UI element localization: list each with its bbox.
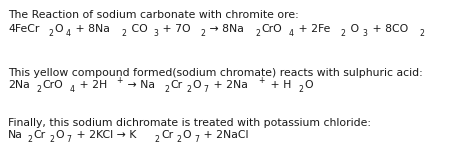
Text: +: + bbox=[259, 76, 265, 85]
Text: 2: 2 bbox=[36, 85, 41, 94]
Text: 2: 2 bbox=[121, 29, 126, 38]
Text: 2Na: 2Na bbox=[8, 80, 30, 90]
Text: O: O bbox=[305, 80, 313, 90]
Text: O: O bbox=[192, 80, 201, 90]
Text: 7: 7 bbox=[203, 85, 209, 94]
Text: This yellow compound formed(sodium chromate) reacts with sulphuric acid:: This yellow compound formed(sodium chrom… bbox=[8, 68, 423, 78]
Text: + H: + H bbox=[267, 80, 291, 90]
Text: 3: 3 bbox=[153, 29, 158, 38]
Text: 4FeCr: 4FeCr bbox=[8, 24, 39, 34]
Text: 2: 2 bbox=[164, 85, 169, 94]
Text: 2: 2 bbox=[200, 29, 205, 38]
Text: Cr: Cr bbox=[171, 80, 182, 90]
Text: 2: 2 bbox=[176, 135, 182, 144]
Text: + 2NaCl: + 2NaCl bbox=[200, 130, 249, 140]
Text: 4: 4 bbox=[69, 85, 74, 94]
Text: 2: 2 bbox=[186, 85, 191, 94]
Text: + 7O: + 7O bbox=[159, 24, 191, 34]
Text: + 2H: + 2H bbox=[75, 80, 107, 90]
Text: 2: 2 bbox=[27, 135, 32, 144]
Text: 2: 2 bbox=[48, 29, 54, 38]
Text: The Reaction of sodium carbonate with chromite ore:: The Reaction of sodium carbonate with ch… bbox=[8, 10, 299, 20]
Text: → 8Na: → 8Na bbox=[206, 24, 244, 34]
Text: CrO: CrO bbox=[262, 24, 283, 34]
Text: 2: 2 bbox=[298, 85, 303, 94]
Text: + 2KCl → K: + 2KCl → K bbox=[73, 130, 136, 140]
Text: CrO: CrO bbox=[42, 80, 63, 90]
Text: O: O bbox=[55, 130, 64, 140]
Text: Na: Na bbox=[8, 130, 23, 140]
Text: 4: 4 bbox=[66, 29, 71, 38]
Text: + 8Na: + 8Na bbox=[73, 24, 110, 34]
Text: 3: 3 bbox=[362, 29, 367, 38]
Text: 2: 2 bbox=[419, 29, 424, 38]
Text: Finally, this sodium dichromate is treated with potassium chloride:: Finally, this sodium dichromate is treat… bbox=[8, 118, 371, 128]
Text: 2: 2 bbox=[255, 29, 260, 38]
Text: O: O bbox=[55, 24, 64, 34]
Text: O: O bbox=[183, 130, 191, 140]
Text: O: O bbox=[346, 24, 359, 34]
Text: 2: 2 bbox=[49, 135, 54, 144]
Text: 7: 7 bbox=[194, 135, 199, 144]
Text: + 2Fe: + 2Fe bbox=[295, 24, 330, 34]
Text: + 2Na: + 2Na bbox=[210, 80, 247, 90]
Text: Cr: Cr bbox=[161, 130, 173, 140]
Text: 2: 2 bbox=[155, 135, 159, 144]
Text: CO: CO bbox=[128, 24, 147, 34]
Text: Cr: Cr bbox=[34, 130, 46, 140]
Text: 2: 2 bbox=[340, 29, 345, 38]
Text: +: + bbox=[116, 76, 122, 85]
Text: + 8CO: + 8CO bbox=[369, 24, 408, 34]
Text: 7: 7 bbox=[66, 135, 72, 144]
Text: 4: 4 bbox=[288, 29, 293, 38]
Text: → Na: → Na bbox=[124, 80, 155, 90]
